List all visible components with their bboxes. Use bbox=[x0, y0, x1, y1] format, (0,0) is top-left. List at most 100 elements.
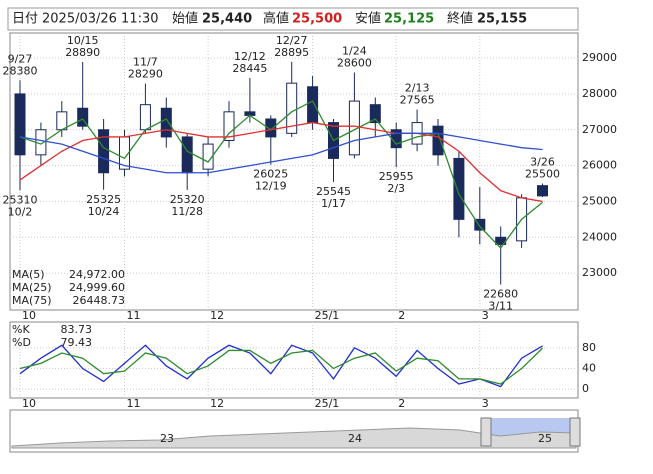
annotation-value: 22680 bbox=[483, 288, 518, 301]
date-label: 日付 bbox=[12, 12, 38, 27]
navigator-label: 25 bbox=[538, 432, 552, 445]
stoch-tick-label: 80 bbox=[582, 341, 596, 354]
annotation-value: 28890 bbox=[65, 46, 100, 59]
annotation-value: 28290 bbox=[128, 68, 163, 81]
annotation-date: 12/12 bbox=[234, 50, 266, 63]
header: 日付 2025/03/26 11:30 始値 25,440 高値 25,500 … bbox=[7, 7, 579, 31]
annotation-value: 27565 bbox=[400, 94, 435, 107]
annotation-date: 12/27 bbox=[276, 34, 308, 47]
candle-body bbox=[56, 111, 68, 131]
candle-body bbox=[537, 185, 548, 197]
annotation-value: 25545 bbox=[316, 185, 351, 198]
annotation-value: 25310 bbox=[3, 193, 38, 206]
candle-body bbox=[139, 104, 151, 131]
annotation-value: 26025 bbox=[253, 168, 288, 181]
annotation-value: 28600 bbox=[337, 56, 372, 69]
navigator-label: 24 bbox=[348, 432, 362, 445]
candle-body bbox=[202, 143, 214, 170]
annotation-date: 11/7 bbox=[133, 56, 158, 69]
datetime: 2025/03/26 11:30 bbox=[42, 12, 159, 27]
annotation-value: 25320 bbox=[170, 193, 205, 206]
candle-body bbox=[14, 93, 26, 156]
stoch-frame bbox=[9, 321, 579, 399]
stoch-tick-label: 0 bbox=[582, 382, 589, 395]
x-tick-label: 10 bbox=[22, 309, 36, 322]
annotation-date: 10/2 bbox=[8, 205, 33, 218]
y-tick-label: 23000 bbox=[582, 266, 617, 279]
annotation-value: 25955 bbox=[379, 170, 414, 183]
legend-name: MA(25) bbox=[12, 281, 52, 294]
candle-body bbox=[77, 107, 89, 127]
annotation-date: 3/26 bbox=[530, 156, 555, 169]
candle-body bbox=[348, 100, 360, 156]
ma-line bbox=[19, 121, 543, 203]
legend-name: %D bbox=[12, 336, 31, 349]
x-tick-label: 25/1 bbox=[315, 397, 340, 410]
main-frame bbox=[9, 32, 579, 311]
legend-value: 83.73 bbox=[61, 323, 93, 336]
annotation-value: 28380 bbox=[3, 64, 38, 77]
legend-name: MA(5) bbox=[12, 268, 45, 281]
x-tick-label: 3 bbox=[482, 309, 489, 322]
annotation-date: 10/15 bbox=[67, 34, 99, 47]
annotation-value: 28895 bbox=[274, 46, 309, 59]
ma-line bbox=[19, 100, 543, 250]
legend-value: 24,972.00 bbox=[69, 268, 125, 281]
ma-line bbox=[19, 132, 543, 174]
high-label: 高値 bbox=[263, 11, 289, 27]
annotation-value: 25325 bbox=[86, 193, 121, 206]
x-tick-label: 12 bbox=[210, 397, 224, 410]
stoch-line bbox=[19, 344, 543, 388]
candle-body bbox=[265, 118, 277, 138]
legend-value: 79.43 bbox=[61, 336, 93, 349]
legend-value: 26448.73 bbox=[73, 294, 126, 307]
navigator-handle-right[interactable] bbox=[569, 417, 581, 447]
annotation-value: 25500 bbox=[525, 168, 560, 181]
navigator-labels: 23 24 25 bbox=[160, 432, 552, 445]
y-tick-label: 24000 bbox=[582, 230, 617, 243]
annotation-date: 1/17 bbox=[321, 197, 346, 210]
annotation-date: 10/24 bbox=[88, 205, 120, 218]
annotation-date: 2/3 bbox=[387, 182, 405, 195]
low-label: 安値 bbox=[355, 11, 381, 27]
candle-body bbox=[432, 125, 444, 156]
header-box bbox=[7, 7, 579, 31]
x-tick-label: 10 bbox=[22, 397, 36, 410]
y-tick-label: 28000 bbox=[582, 87, 617, 100]
low-value: 25,125 bbox=[384, 12, 434, 27]
candle-body bbox=[369, 104, 381, 124]
annotation-date: 12/19 bbox=[255, 180, 287, 193]
candle-body bbox=[286, 82, 298, 134]
annotation-date: 11/28 bbox=[171, 205, 203, 218]
stoch-tick-label: 40 bbox=[582, 362, 596, 375]
open-value: 25,440 bbox=[202, 12, 252, 27]
open-label: 始値 bbox=[172, 11, 198, 27]
y-tick-label: 27000 bbox=[582, 123, 617, 136]
navigator-handle-left[interactable] bbox=[480, 417, 492, 447]
high-value: 25,500 bbox=[292, 12, 342, 27]
legend-name: MA(75) bbox=[12, 294, 52, 307]
x-tick-label: 25/1 bbox=[315, 309, 340, 322]
stoch-line bbox=[19, 347, 543, 385]
x-tick-label: 2 bbox=[398, 309, 405, 322]
x-tick-label: 3 bbox=[482, 397, 489, 410]
candle-body bbox=[223, 111, 235, 142]
y-tick-label: 26000 bbox=[582, 159, 617, 172]
x-tick-label: 2 bbox=[398, 397, 405, 410]
x-tick-label: 12 bbox=[210, 309, 224, 322]
legend-value: 24,999.60 bbox=[69, 281, 125, 294]
y-tick-label: 25000 bbox=[582, 194, 617, 207]
x-tick-label: 11 bbox=[127, 397, 141, 410]
legend-name: %K bbox=[12, 323, 30, 336]
annotation-value: 28445 bbox=[232, 62, 267, 75]
navigator-label: 23 bbox=[160, 432, 174, 445]
candle-body bbox=[160, 107, 172, 138]
annotation-date: 1/24 bbox=[342, 44, 367, 57]
candle-body bbox=[181, 136, 193, 174]
annotation-date: 2/13 bbox=[405, 82, 430, 95]
annotation-date: 9/27 bbox=[8, 52, 33, 65]
candle-body bbox=[307, 86, 319, 124]
close-label: 終値 bbox=[447, 11, 473, 27]
